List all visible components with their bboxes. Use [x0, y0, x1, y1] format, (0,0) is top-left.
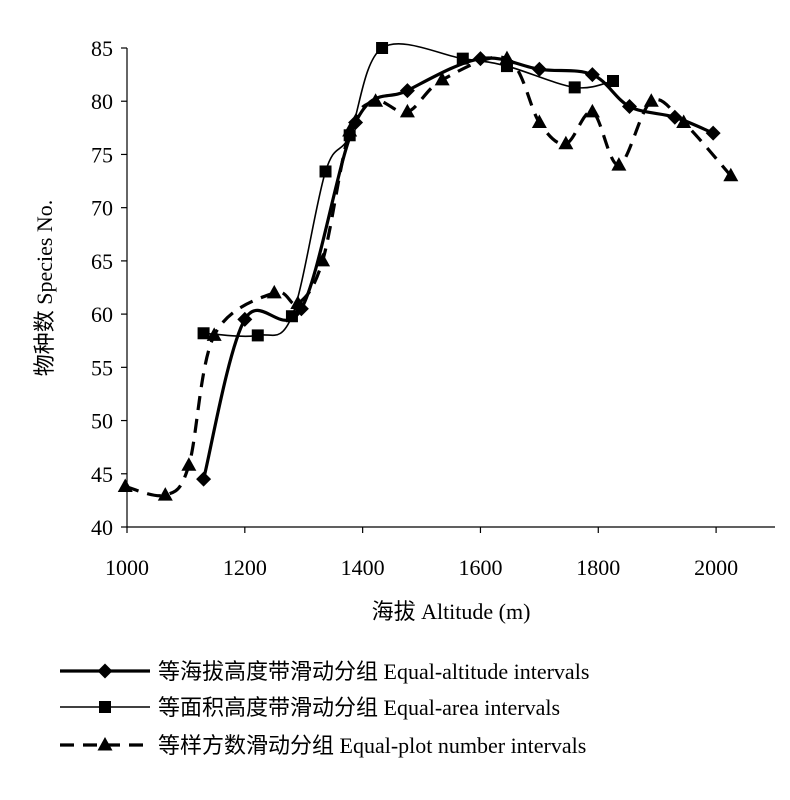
- legend-item: 等面积高度带滑动分组 Equal-area intervals: [60, 695, 560, 720]
- data-point-triangle: [643, 93, 659, 107]
- data-point-triangle: [723, 167, 739, 182]
- data-point-triangle: [584, 103, 600, 118]
- y-tick-label: 65: [91, 249, 113, 274]
- x-tick-label: 1600: [458, 555, 502, 580]
- x-tick-label: 1400: [341, 555, 385, 580]
- x-tick-label: 1200: [223, 555, 267, 580]
- x-tick-label: 1000: [105, 555, 149, 580]
- data-point-square: [456, 52, 469, 65]
- y-tick-label: 60: [91, 302, 113, 327]
- data-point-diamond: [237, 311, 253, 327]
- legend-item: 等海拔高度带滑动分组 Equal-altitude intervals: [60, 659, 589, 684]
- data-point-triangle: [676, 114, 692, 129]
- data-point-triangle: [611, 157, 627, 171]
- data-point-diamond: [584, 67, 600, 83]
- data-point-square: [197, 327, 210, 340]
- data-point-diamond: [705, 125, 721, 141]
- series-triangle: [117, 50, 739, 501]
- x-ticks: 1000 1200 1400 1600 1800 2000: [105, 527, 738, 580]
- y-tick-label: 40: [91, 515, 113, 540]
- data-point-square: [285, 310, 298, 323]
- data-point-diamond: [621, 99, 637, 115]
- data-point-square: [500, 60, 513, 73]
- x-tick-label: 1800: [576, 555, 620, 580]
- data-point-triangle: [206, 327, 222, 341]
- data-point-triangle: [368, 93, 384, 107]
- data-point-square: [568, 81, 581, 94]
- data-point-diamond: [531, 61, 547, 77]
- y-tick-label: 80: [91, 89, 113, 114]
- y-tick-label: 75: [91, 142, 113, 167]
- x-tick-label: 2000: [694, 555, 738, 580]
- data-point-triangle: [266, 284, 282, 299]
- data-point-diamond: [399, 83, 415, 99]
- data-point-triangle: [499, 50, 515, 65]
- legend: 等海拔高度带滑动分组 Equal-altitude intervals 等面积高度…: [60, 659, 589, 758]
- data-point-triangle: [290, 295, 306, 309]
- legend-label: 等海拔高度带滑动分组 Equal-altitude intervals: [158, 659, 589, 684]
- legend-item: 等样方数滑动分组 Equal-plot number intervals: [60, 733, 586, 758]
- data-point-diamond: [667, 109, 683, 125]
- data-point-triangle: [342, 123, 358, 137]
- data-point-triangle: [558, 135, 574, 150]
- data-point-triangle: [117, 478, 133, 493]
- data-point-triangle: [531, 114, 547, 129]
- data-point-square: [319, 165, 332, 178]
- legend-marker-diamond: [97, 663, 113, 679]
- series-diamond: [196, 51, 721, 487]
- data-point-square: [251, 329, 264, 342]
- y-tick-label: 50: [91, 409, 113, 434]
- y-tick-label: 45: [91, 462, 113, 487]
- data-point-triangle: [399, 103, 415, 118]
- y-tick-label: 85: [91, 36, 113, 61]
- legend-label: 等样方数滑动分组 Equal-plot number intervals: [158, 733, 586, 758]
- data-point-triangle: [315, 252, 331, 267]
- data-point-diamond: [196, 471, 212, 487]
- series-line: [124, 55, 733, 498]
- y-axis-title: 物种数 Species No.: [32, 200, 57, 377]
- series-line: [203, 43, 614, 338]
- x-axis-title: 海拔 Altitude (m): [372, 599, 531, 624]
- legend-marker-square: [99, 701, 111, 713]
- axes: [126, 48, 775, 528]
- data-point-triangle: [434, 71, 450, 86]
- y-tick-label: 70: [91, 196, 113, 221]
- y-ticks: 40 45 50 55 60 65 70 75 80 85: [91, 36, 127, 540]
- data-point-square: [607, 74, 619, 87]
- legend-marker-triangle: [97, 737, 113, 751]
- data-point-square: [376, 42, 389, 54]
- series-line: [202, 56, 714, 480]
- data-point-triangle: [157, 487, 173, 501]
- data-point-triangle: [181, 457, 197, 471]
- y-tick-label: 55: [91, 355, 113, 380]
- series-layer: [117, 42, 739, 501]
- legend-label: 等面积高度带滑动分组 Equal-area intervals: [158, 695, 560, 720]
- data-point-diamond: [472, 51, 488, 67]
